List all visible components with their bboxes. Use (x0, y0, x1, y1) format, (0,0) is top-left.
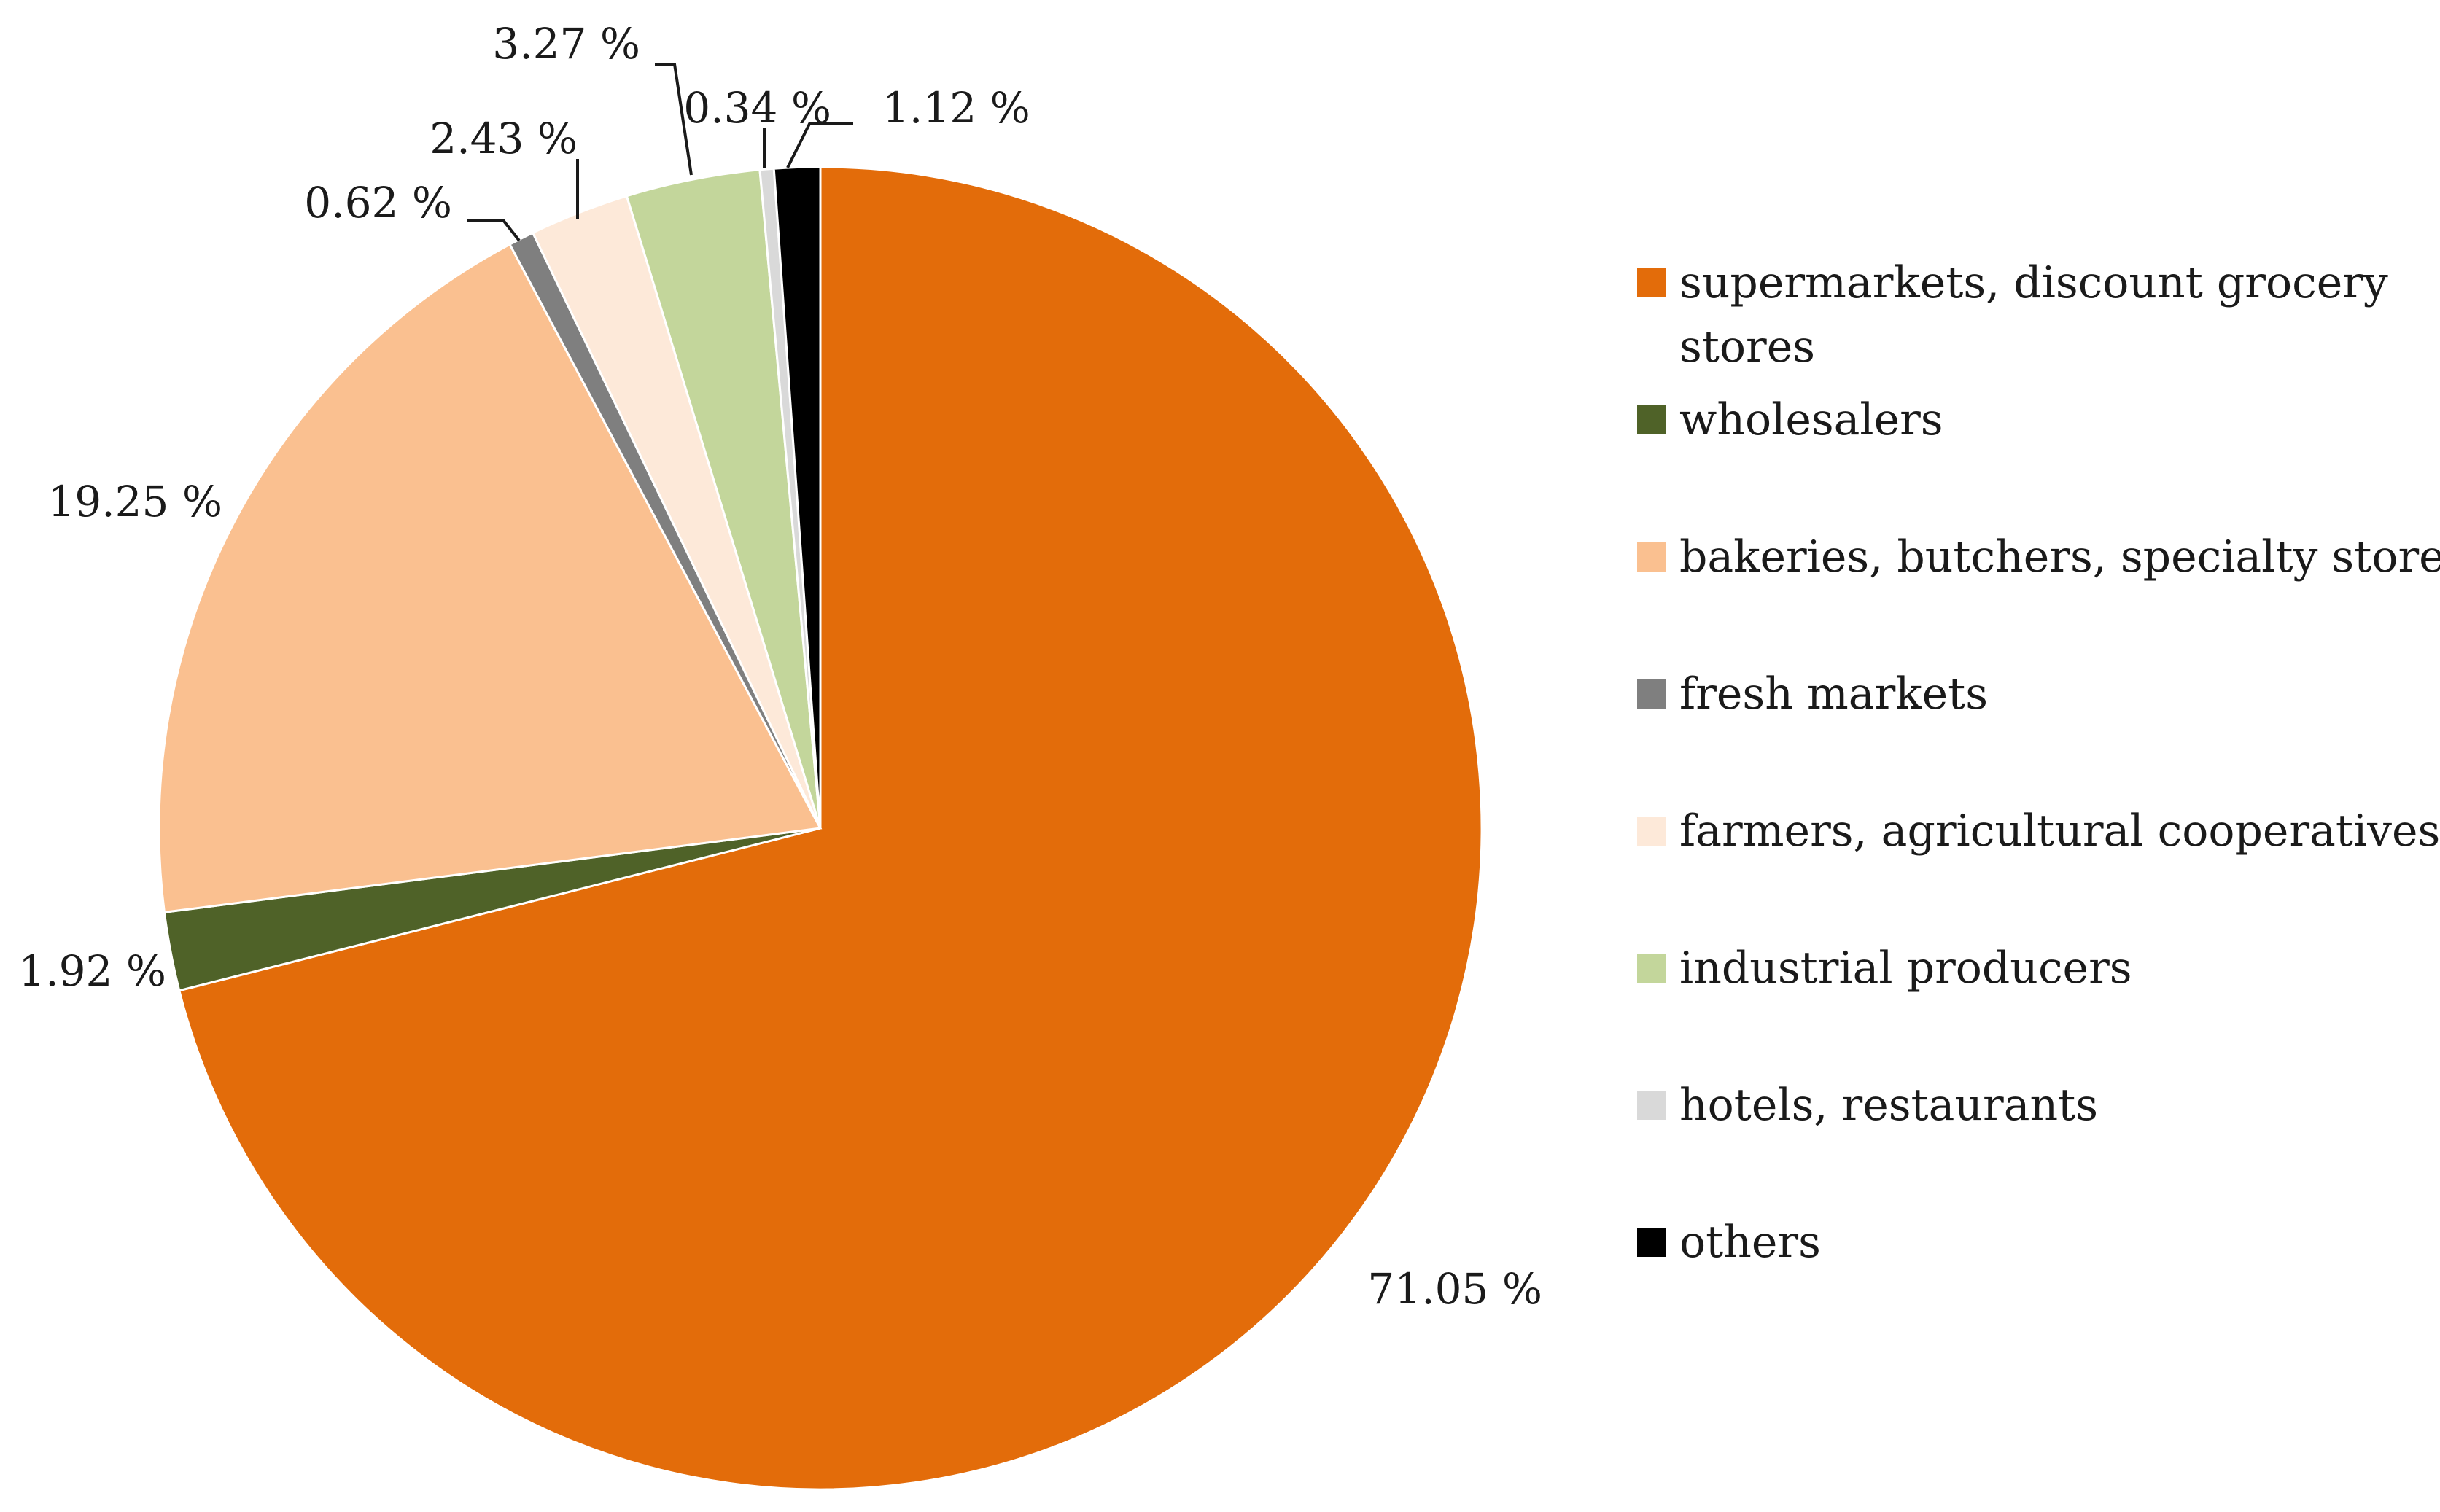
legend-label-supermarkets-discount-grocery-stores: supermarkets, discount grocery stores (1679, 257, 2388, 373)
legend-label-fresh-markets: fresh markets (1679, 669, 1988, 720)
legend-label-hotels-restaurants: hotels, restaurants (1679, 1080, 2098, 1131)
data-label-industrial-producers: 3.27 % (492, 19, 640, 69)
data-label-others: 1.12 % (882, 83, 1030, 133)
data-label-fresh-markets: 0.62 % (304, 178, 452, 227)
legend-label-industrial-producers: industrial producers (1679, 943, 2132, 994)
legend-item-industrial-producers: industrial producers (1637, 943, 2132, 994)
leader-line-industrial-producers (655, 63, 693, 176)
leader-line-others (786, 122, 853, 168)
data-label-bakeries-butchers-specialty-stores: 19.25 % (47, 477, 222, 526)
legend-label-others: others (1679, 1217, 1821, 1268)
legend-swatch-farmers-agricultural-cooperatives (1637, 817, 1666, 846)
legend-label-farmers-agricultural-cooperatives: farmers, agricultural cooperatives (1679, 806, 2440, 857)
leader-line-fresh-markets (467, 219, 521, 242)
pie-slice-others (772, 165, 822, 829)
data-labels: 71.05 % 1.92 % 19.25 % 0.62 % 2.43 % 3.27 % 0.… (18, 19, 1542, 1314)
legend-swatch-fresh-markets (1637, 679, 1666, 709)
data-label-supermarkets-discount-grocery-stores: 71.05 % (1367, 1264, 1542, 1314)
legend-item-farmers-agricultural-cooperatives: farmers, agricultural cooperatives (1637, 806, 2440, 857)
pie-slices (158, 165, 1483, 1491)
legend-swatch-hotels-restaurants (1637, 1091, 1666, 1120)
legend-label-wholesalers: wholesalers (1679, 394, 1943, 445)
data-label-hotels-restaurants: 0.34 % (683, 83, 831, 133)
legend-swatch-others (1637, 1228, 1666, 1257)
legend-item-bakeries-butchers-specialty-stores: bakeries, butchers, specialty stores (1637, 531, 2440, 582)
pie-slice-supermarkets-discount-grocery-stores (177, 165, 1483, 1491)
legend-swatch-supermarkets-discount-grocery-stores (1637, 268, 1666, 297)
legend-swatch-wholesalers (1637, 405, 1666, 434)
legend-item-hotels-restaurants: hotels, restaurants (1637, 1080, 2098, 1131)
legend-label-bakeries-butchers-specialty-stores: bakeries, butchers, specialty stores (1679, 531, 2440, 582)
data-label-wholesalers: 1.92 % (18, 946, 166, 996)
legend-item-supermarkets-discount-grocery-stores: supermarkets, discount grocery stores (1637, 257, 2388, 373)
legend-swatch-bakeries-butchers-specialty-stores (1637, 542, 1666, 572)
legend-item-others: others (1637, 1217, 1821, 1268)
legend-item-wholesalers: wholesalers (1637, 394, 1943, 445)
data-label-farmers-agricultural-cooperatives: 2.43 % (430, 114, 578, 163)
label-leader-lines (467, 63, 853, 242)
legend: supermarkets, discount grocery stores whol… (1637, 257, 2440, 1268)
legend-swatch-industrial-producers (1637, 954, 1666, 983)
pie-slice-bakeries-butchers-specialty-stores (158, 243, 823, 914)
legend-item-fresh-markets: fresh markets (1637, 669, 1988, 720)
